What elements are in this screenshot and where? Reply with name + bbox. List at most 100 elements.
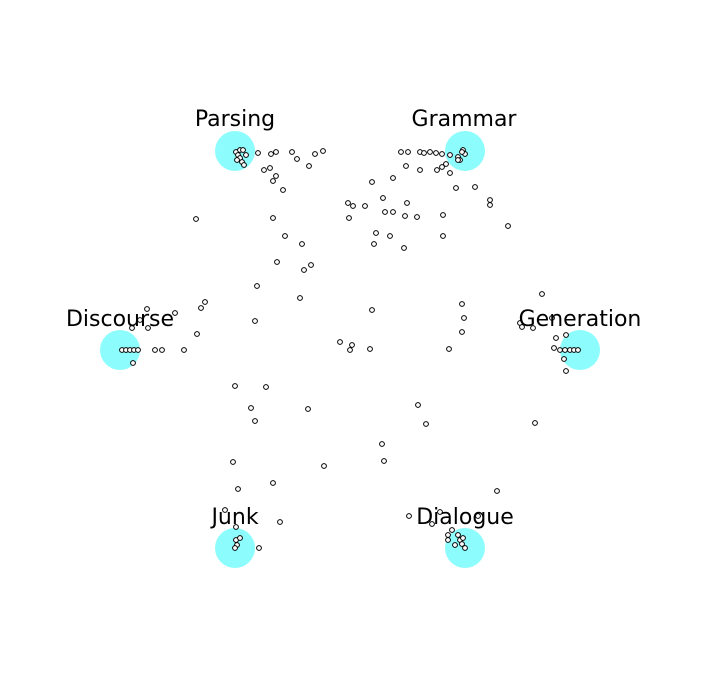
data-point bbox=[445, 537, 451, 543]
anchor-label-grammar: Grammar bbox=[412, 107, 518, 132]
labels-layer: Parsing Grammar Discourse Generation Jun… bbox=[66, 107, 641, 530]
data-point bbox=[347, 347, 353, 353]
data-point bbox=[557, 347, 563, 353]
data-point bbox=[405, 149, 411, 155]
data-point bbox=[532, 420, 538, 426]
data-point bbox=[299, 241, 305, 247]
data-point bbox=[301, 267, 307, 273]
data-point bbox=[159, 347, 165, 353]
data-point bbox=[234, 157, 240, 163]
data-point bbox=[459, 149, 465, 155]
anchor-label-parsing: Parsing bbox=[195, 107, 275, 132]
data-point bbox=[440, 233, 446, 239]
data-point bbox=[452, 542, 458, 548]
data-point bbox=[280, 187, 286, 193]
data-point bbox=[222, 507, 228, 513]
data-point bbox=[406, 513, 412, 519]
data-point bbox=[443, 161, 449, 167]
data-point bbox=[402, 213, 408, 219]
data-point bbox=[563, 332, 569, 338]
data-point bbox=[427, 149, 433, 155]
data-point bbox=[417, 167, 423, 173]
data-point bbox=[252, 418, 258, 424]
data-point bbox=[575, 347, 581, 353]
data-point bbox=[193, 216, 199, 222]
data-point bbox=[261, 167, 267, 173]
data-point bbox=[312, 151, 318, 157]
data-point bbox=[321, 463, 327, 469]
anchor-label-junk: Junk bbox=[209, 505, 258, 530]
data-point bbox=[255, 150, 261, 156]
data-point bbox=[297, 295, 303, 301]
data-point bbox=[305, 406, 311, 412]
data-point bbox=[145, 325, 151, 331]
data-point bbox=[461, 315, 467, 321]
data-point bbox=[237, 535, 243, 541]
data-point bbox=[367, 346, 373, 352]
data-point bbox=[453, 185, 459, 191]
anchor-label-dialogue: Dialogue bbox=[416, 505, 514, 530]
data-point bbox=[472, 184, 478, 190]
data-point bbox=[462, 545, 468, 551]
data-point bbox=[294, 156, 300, 162]
data-point bbox=[530, 325, 536, 331]
data-point bbox=[447, 170, 453, 176]
data-point bbox=[455, 157, 461, 163]
data-point bbox=[539, 291, 545, 297]
data-point bbox=[487, 202, 493, 208]
data-point bbox=[230, 459, 236, 465]
data-point bbox=[202, 299, 208, 305]
data-point bbox=[233, 524, 239, 530]
data-point bbox=[415, 402, 421, 408]
data-point bbox=[241, 162, 247, 168]
data-point bbox=[198, 305, 204, 311]
data-point bbox=[135, 347, 141, 353]
data-point bbox=[243, 152, 249, 158]
data-point bbox=[248, 405, 254, 411]
data-point bbox=[390, 209, 396, 215]
data-point bbox=[459, 541, 465, 547]
data-point bbox=[562, 347, 568, 353]
data-point bbox=[487, 197, 493, 203]
data-point bbox=[277, 519, 283, 525]
data-point bbox=[437, 509, 443, 515]
data-point bbox=[369, 307, 375, 313]
data-point bbox=[337, 339, 343, 345]
data-point bbox=[345, 200, 351, 206]
data-point bbox=[387, 233, 393, 239]
data-point bbox=[382, 209, 388, 215]
data-point bbox=[404, 200, 410, 206]
data-point bbox=[459, 301, 465, 307]
data-point bbox=[232, 383, 238, 389]
data-point bbox=[320, 148, 326, 154]
data-point bbox=[181, 347, 187, 353]
data-point bbox=[455, 532, 461, 538]
points-layer bbox=[119, 147, 581, 551]
data-point bbox=[152, 347, 158, 353]
data-point bbox=[447, 152, 453, 158]
anchor-label-generation: Generation bbox=[519, 307, 642, 332]
data-point bbox=[256, 545, 262, 551]
data-point bbox=[459, 329, 465, 335]
data-point bbox=[549, 315, 555, 321]
data-point bbox=[439, 151, 445, 157]
data-point bbox=[235, 486, 241, 492]
data-point bbox=[440, 212, 446, 218]
data-point bbox=[551, 345, 557, 351]
data-point bbox=[349, 342, 355, 348]
data-point bbox=[308, 262, 314, 268]
data-point bbox=[172, 310, 178, 316]
data-point bbox=[252, 318, 258, 324]
data-point bbox=[306, 163, 312, 169]
data-point bbox=[369, 179, 375, 185]
data-point bbox=[381, 458, 387, 464]
data-point bbox=[403, 163, 409, 169]
data-point bbox=[563, 368, 569, 374]
data-point bbox=[446, 346, 452, 352]
data-point bbox=[439, 164, 445, 170]
data-point bbox=[350, 203, 356, 209]
data-point bbox=[130, 360, 136, 366]
data-point bbox=[270, 215, 276, 221]
data-point bbox=[390, 175, 396, 181]
